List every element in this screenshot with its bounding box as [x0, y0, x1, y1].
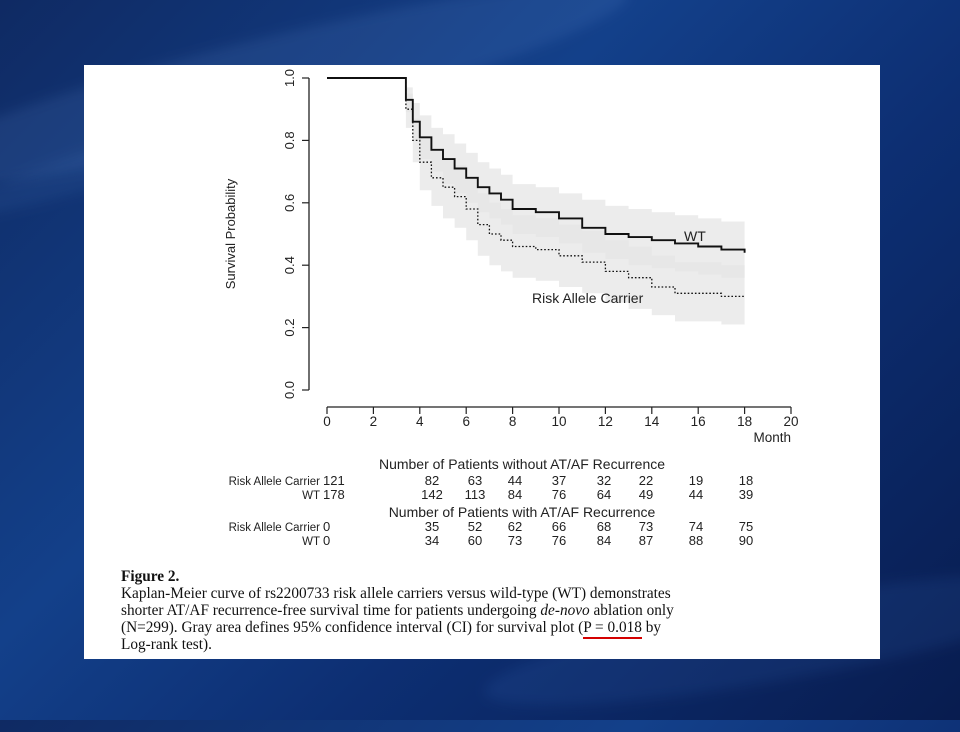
risk-table-title: Number of Patients with AT/AF Recurrence — [389, 504, 656, 520]
risk-table-cell: 18 — [739, 473, 753, 488]
kaplan-meier-chart: 0.00.20.40.60.81.00 2 4 6 8 10 12 14 16 18 20Survi… — [223, 69, 799, 548]
caption-line: Kaplan-Meier curve of rs2200733 risk all… — [121, 585, 671, 602]
risk-table-row-label: WT — [302, 490, 320, 502]
caption-heading: Figure 2. — [121, 568, 180, 585]
risk-table-cell: 52 — [468, 519, 482, 534]
risk-table-cell: 0 — [323, 519, 330, 534]
risk-table-cell: 84 — [508, 487, 522, 502]
risk-table-cell: 121 — [323, 473, 345, 488]
x-tick-label: 6 — [462, 414, 470, 429]
risk-table-cell: 73 — [508, 533, 522, 548]
x-tick-label: 10 — [551, 414, 566, 429]
risk-table-cell: 84 — [597, 533, 611, 548]
risk-table-title: Number of Patients without AT/AF Recurre… — [379, 456, 665, 472]
risk-table-cell: 64 — [597, 487, 611, 502]
risk-table-cell: 32 — [597, 473, 611, 488]
carrier-curve-label: Risk Allele Carrier — [532, 290, 644, 306]
x-tick-label: 12 — [598, 414, 613, 429]
risk-table-cell: 22 — [639, 473, 653, 488]
caption-line: Log-rank test). — [121, 636, 212, 653]
risk-table-cell: 62 — [508, 519, 522, 534]
x-tick-label: 18 — [737, 414, 752, 429]
y-tick-label: 0.8 — [282, 131, 297, 149]
risk-table-cell: 76 — [552, 533, 566, 548]
risk-table-cell: 73 — [639, 519, 653, 534]
risk-table-cell: 0 — [323, 533, 330, 548]
chart-axes: 0.0 0.2 0.4 0.6 0.8 1.0 0 2 4 6 8 10 12 14 16 18 20 Survi… — [223, 69, 799, 445]
curve-risk-allele-carrier — [327, 77, 745, 298]
risk-table-row-label: Risk Allele Carrier — [229, 476, 321, 488]
chart-labels: WT Risk Allele Carrier — [532, 228, 706, 306]
risk-table-cell: 49 — [639, 487, 653, 502]
y-tick-label: 0.2 — [282, 319, 297, 337]
risk-table-cell: 35 — [425, 519, 439, 534]
confidence-bands — [327, 78, 745, 325]
figure-panel: 0.0 0.2 0.4 0.6 0.8 1.0 0 2 4 6 8 10 12 14 16 18 20 Survi… — [84, 65, 880, 659]
risk-table-cell: 75 — [739, 519, 753, 534]
wt-curve-label: WT — [684, 228, 706, 244]
y-tick-label: 0.6 — [282, 194, 297, 212]
y-tick-label: 0.0 — [282, 381, 297, 399]
x-tick-label: 20 — [783, 414, 798, 429]
x-tick-label: 2 — [370, 414, 378, 429]
x-axis-title: Month — [753, 430, 791, 445]
risk-table-cell: 88 — [689, 533, 703, 548]
caption-text: shorter AT/AF recurrence-free survival t… — [121, 602, 541, 619]
ci-band-wt — [327, 78, 745, 281]
risk-table-cell: 39 — [739, 487, 753, 502]
risk-table-cell: 66 — [552, 519, 566, 534]
p-value-highlight: P = 0.018 — [583, 619, 642, 639]
risk-table-cell: 34 — [425, 533, 439, 548]
risk-table-cell: 60 — [468, 533, 482, 548]
y-tick-label: 1.0 — [282, 69, 297, 87]
curve-wt — [327, 77, 746, 253]
caption-text: ablation only — [589, 602, 674, 619]
caption-line: shorter AT/AF recurrence-free survival t… — [121, 602, 861, 619]
caption-text: (N=299). Gray area defines 95% confidenc… — [121, 619, 584, 636]
x-tick-label: 0 — [323, 414, 331, 429]
caption-line: (N=299). Gray area defines 95% confidenc… — [121, 619, 861, 639]
survival-curves — [327, 77, 746, 298]
risk-table-cell: 19 — [689, 473, 703, 488]
risk-table-cell: 113 — [465, 487, 486, 502]
risk-table-row-label: Risk Allele Carrier — [229, 522, 321, 534]
risk-table-cell: 87 — [639, 533, 653, 548]
risk-table-row-label: WT — [302, 536, 320, 548]
y-axis-title: Survival Probability — [223, 178, 238, 289]
risk-table-cell: 90 — [739, 533, 753, 548]
risk-table-cell: 76 — [552, 487, 566, 502]
x-tick-label: 14 — [644, 414, 660, 429]
risk-table-cell: 142 — [421, 487, 443, 502]
caption-italic-text: de-novo — [540, 602, 590, 619]
y-tick-label: 0.4 — [282, 256, 297, 274]
risk-table-cell: 74 — [689, 519, 703, 534]
risk-table-cell: 44 — [508, 473, 522, 488]
caption-text: by — [641, 619, 662, 636]
risk-table-cell: 178 — [323, 487, 345, 502]
risk-table-cell: 63 — [468, 473, 482, 488]
risk-table-cell: 68 — [597, 519, 611, 534]
x-tick-label: 4 — [416, 414, 424, 429]
x-tick-label: 16 — [691, 414, 706, 429]
risk-table-cell: 44 — [689, 487, 703, 502]
risk-table-cell: 37 — [552, 473, 566, 488]
x-tick-label: 8 — [509, 414, 517, 429]
risk-table-cell: 82 — [425, 473, 439, 488]
risk-tables: Number of Patients without AT/AF Recurre… — [229, 456, 754, 548]
